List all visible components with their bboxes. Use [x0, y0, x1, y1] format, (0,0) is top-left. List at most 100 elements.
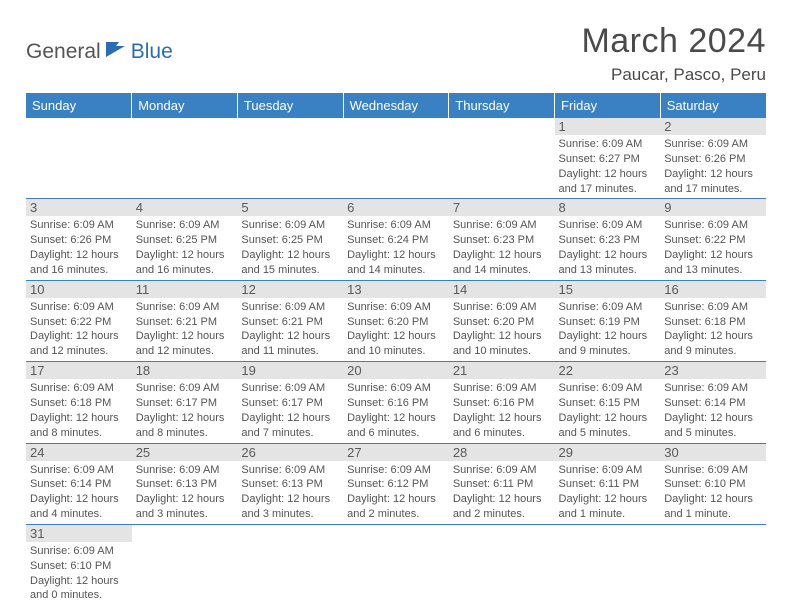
daylight-text: and 14 minutes.: [347, 263, 445, 278]
sunrise-text: Sunrise: 6:09 AM: [559, 218, 657, 233]
weekday-header: Sunday: [26, 93, 132, 118]
sunset-text: Sunset: 6:25 PM: [241, 233, 339, 248]
daylight-text: and 1 minute.: [559, 507, 657, 522]
daylight-text: Daylight: 12 hours: [559, 248, 657, 263]
calendar-cell: [449, 118, 555, 199]
daylight-text: and 3 minutes.: [241, 507, 339, 522]
daylight-text: and 15 minutes.: [241, 263, 339, 278]
calendar-week-row: 17Sunrise: 6:09 AMSunset: 6:18 PMDayligh…: [26, 362, 766, 443]
sunset-text: Sunset: 6:25 PM: [136, 233, 234, 248]
daylight-text: Daylight: 12 hours: [30, 411, 128, 426]
daylight-text: and 0 minutes.: [30, 588, 128, 603]
sunrise-text: Sunrise: 6:09 AM: [559, 381, 657, 396]
sunset-text: Sunset: 6:13 PM: [241, 477, 339, 492]
daylight-text: Daylight: 12 hours: [559, 167, 657, 182]
day-number: 27: [343, 444, 449, 461]
day-number: 19: [237, 362, 343, 379]
day-number: 21: [449, 362, 555, 379]
calendar-cell: [132, 118, 238, 199]
sunset-text: Sunset: 6:20 PM: [453, 315, 551, 330]
day-number: 24: [26, 444, 132, 461]
day-number: 30: [660, 444, 766, 461]
daylight-text: and 9 minutes.: [559, 344, 657, 359]
day-number: 18: [132, 362, 238, 379]
sunrise-text: Sunrise: 6:09 AM: [453, 218, 551, 233]
daylight-text: Daylight: 12 hours: [30, 574, 128, 589]
sunset-text: Sunset: 6:11 PM: [453, 477, 551, 492]
calendar-week-row: 31Sunrise: 6:09 AMSunset: 6:10 PMDayligh…: [26, 524, 766, 605]
location: Paucar, Pasco, Peru: [581, 65, 766, 85]
sunrise-text: Sunrise: 6:09 AM: [347, 300, 445, 315]
calendar-cell: 21Sunrise: 6:09 AMSunset: 6:16 PMDayligh…: [449, 362, 555, 443]
calendar-cell: 18Sunrise: 6:09 AMSunset: 6:17 PMDayligh…: [132, 362, 238, 443]
calendar-cell: 16Sunrise: 6:09 AMSunset: 6:18 PMDayligh…: [660, 280, 766, 361]
sunset-text: Sunset: 6:17 PM: [136, 396, 234, 411]
calendar-cell: 29Sunrise: 6:09 AMSunset: 6:11 PMDayligh…: [555, 443, 661, 524]
weekday-row: Sunday Monday Tuesday Wednesday Thursday…: [26, 93, 766, 118]
calendar-cell: [26, 118, 132, 199]
calendar-cell: [237, 118, 343, 199]
daylight-text: and 9 minutes.: [664, 344, 762, 359]
daylight-text: Daylight: 12 hours: [241, 329, 339, 344]
sunset-text: Sunset: 6:13 PM: [136, 477, 234, 492]
daylight-text: Daylight: 12 hours: [347, 248, 445, 263]
calendar-cell: 14Sunrise: 6:09 AMSunset: 6:20 PMDayligh…: [449, 280, 555, 361]
sunset-text: Sunset: 6:10 PM: [664, 477, 762, 492]
logo-part1: General: [26, 40, 101, 64]
sunset-text: Sunset: 6:19 PM: [559, 315, 657, 330]
sunrise-text: Sunrise: 6:09 AM: [664, 381, 762, 396]
logo-part2: Blue: [131, 40, 173, 64]
sunrise-text: Sunrise: 6:09 AM: [664, 463, 762, 478]
day-number: 10: [26, 281, 132, 298]
sunrise-text: Sunrise: 6:09 AM: [136, 381, 234, 396]
calendar-cell: 11Sunrise: 6:09 AMSunset: 6:21 PMDayligh…: [132, 280, 238, 361]
calendar-cell: 10Sunrise: 6:09 AMSunset: 6:22 PMDayligh…: [26, 280, 132, 361]
daylight-text: Daylight: 12 hours: [347, 411, 445, 426]
calendar-cell: 25Sunrise: 6:09 AMSunset: 6:13 PMDayligh…: [132, 443, 238, 524]
calendar-cell: 5Sunrise: 6:09 AMSunset: 6:25 PMDaylight…: [237, 199, 343, 280]
daylight-text: and 16 minutes.: [136, 263, 234, 278]
calendar-week-row: 1Sunrise: 6:09 AM Sunset: 6:27 PMDaylight…: [26, 118, 766, 199]
daylight-text: and 8 minutes.: [30, 426, 128, 441]
calendar-cell: 2Sunrise: 6:09 AMSunset: 6:26 PMDaylight…: [660, 118, 766, 199]
sunset-text: Sunset: 6:27 PM: [559, 152, 657, 167]
calendar-cell: [343, 524, 449, 605]
calendar-cell: 17Sunrise: 6:09 AMSunset: 6:18 PMDayligh…: [26, 362, 132, 443]
daylight-text: Daylight: 12 hours: [136, 248, 234, 263]
sunset-text: Sunset: 6:12 PM: [347, 477, 445, 492]
day-number: 1: [555, 118, 661, 135]
sunset-text: Sunset: 6:26 PM: [664, 152, 762, 167]
sunset-text: Sunset: 6:11 PM: [559, 477, 657, 492]
daylight-text: and 5 minutes.: [664, 426, 762, 441]
sunset-text: Sunset: 6:21 PM: [241, 315, 339, 330]
sunrise-text: Sunrise: 6:09 AM: [664, 137, 762, 152]
sunset-text: Sunset: 6:23 PM: [453, 233, 551, 248]
calendar-cell: 27Sunrise: 6:09 AMSunset: 6:12 PMDayligh…: [343, 443, 449, 524]
daylight-text: Daylight: 12 hours: [453, 411, 551, 426]
calendar-cell: 6Sunrise: 6:09 AMSunset: 6:24 PMDaylight…: [343, 199, 449, 280]
sunrise-text: Sunrise: 6:09 AM: [453, 300, 551, 315]
sunset-text: Sunset: 6:15 PM: [559, 396, 657, 411]
daylight-text: and 7 minutes.: [241, 426, 339, 441]
day-number: 6: [343, 199, 449, 216]
day-number: 15: [555, 281, 661, 298]
calendar-cell: 12Sunrise: 6:09 AMSunset: 6:21 PMDayligh…: [237, 280, 343, 361]
sunrise-text: Sunrise: 6:09 AM: [241, 300, 339, 315]
sunrise-text: Sunrise: 6:09 AM: [347, 463, 445, 478]
daylight-text: Daylight: 12 hours: [241, 492, 339, 507]
sunrise-text: Sunrise: 6:09 AM: [559, 300, 657, 315]
sunrise-text: Sunrise: 6:09 AM: [136, 300, 234, 315]
sunset-text: Sunset: 6:16 PM: [453, 396, 551, 411]
calendar-cell: [555, 524, 661, 605]
day-number: 5: [237, 199, 343, 216]
daylight-text: and 17 minutes.: [664, 182, 762, 197]
daylight-text: Daylight: 12 hours: [453, 492, 551, 507]
daylight-text: Daylight: 12 hours: [664, 492, 762, 507]
daylight-text: Daylight: 12 hours: [136, 329, 234, 344]
title-block: March 2024 Paucar, Pasco, Peru: [581, 22, 766, 85]
daylight-text: and 17 minutes.: [559, 182, 657, 197]
day-number: 16: [660, 281, 766, 298]
daylight-text: Daylight: 12 hours: [136, 492, 234, 507]
calendar-cell: 31Sunrise: 6:09 AMSunset: 6:10 PMDayligh…: [26, 524, 132, 605]
calendar-cell: [237, 524, 343, 605]
